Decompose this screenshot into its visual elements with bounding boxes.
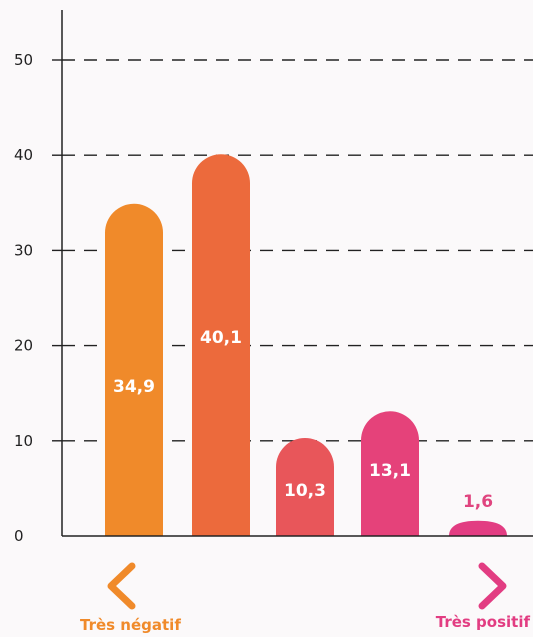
bar (105, 203, 163, 536)
scale-left-label: Très négatif (80, 616, 181, 634)
value-label: 34,9 (113, 377, 155, 397)
y-tick-label: 50 (14, 51, 33, 69)
value-label: 40,1 (200, 328, 242, 348)
value-label: 1,6 (463, 492, 493, 512)
bar (361, 411, 419, 536)
value-labels: 34,9 40,1 10,3 13,1 1,6 (113, 328, 493, 512)
arrow-left-head-icon (107, 562, 136, 610)
y-tick-label: 40 (14, 146, 33, 164)
scale-arrow (107, 562, 507, 610)
y-tick-label: 30 (14, 241, 33, 259)
y-tick-label: 10 (14, 432, 33, 450)
value-label: 10,3 (284, 481, 326, 501)
bar (192, 154, 250, 537)
bar (449, 520, 507, 536)
y-tick-label: 0 (14, 527, 24, 545)
y-tick-label: 20 (14, 337, 33, 355)
y-tick-labels: 0 10 20 30 40 50 (14, 51, 33, 545)
bar (276, 437, 334, 536)
arrow-right-head-icon (478, 562, 507, 610)
scale-right-label: Très positif (436, 613, 531, 631)
value-label: 13,1 (369, 461, 411, 481)
bars (105, 154, 507, 537)
